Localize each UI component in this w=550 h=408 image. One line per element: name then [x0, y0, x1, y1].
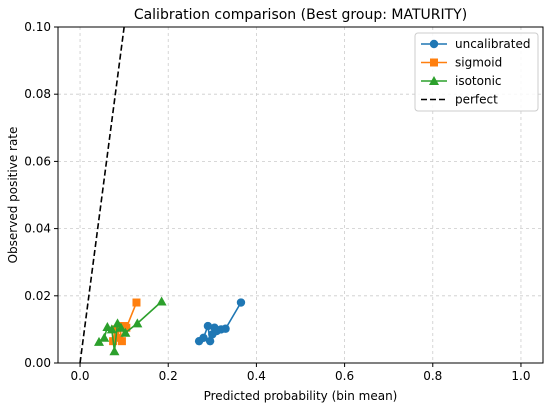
data-point-sigmoid: [113, 333, 122, 342]
data-point-isotonic: [156, 296, 167, 306]
y-tick-label: 0.04: [24, 222, 51, 236]
y-tick-label: 0.02: [24, 289, 51, 303]
data-point-sigmoid: [122, 323, 131, 332]
legend-item-uncalibrated: uncalibrated: [421, 37, 530, 51]
legend-label: perfect: [455, 93, 498, 107]
series-isotonic: [94, 296, 167, 356]
data-point-isotonic: [116, 322, 127, 332]
data-point-sigmoid: [117, 337, 126, 346]
data-point-sigmoid: [111, 325, 120, 334]
x-axis-title: Predicted probability (bin mean): [204, 389, 398, 403]
y-tick-label: 0.06: [24, 154, 51, 168]
data-point-isotonic: [99, 332, 110, 342]
x-tick-label: 0.2: [159, 369, 178, 383]
x-tick-label: 1.0: [511, 369, 530, 383]
x-tick-label: 0.8: [423, 369, 442, 383]
data-point-isotonic: [94, 336, 105, 346]
legend: uncalibrated sigmoid isotonic perfect: [414, 32, 539, 112]
y-axis-title: Observed positive rate: [6, 127, 20, 264]
legend-box: [414, 32, 539, 112]
data-point-uncalibrated: [203, 321, 213, 331]
axes-frame: [57, 26, 544, 364]
series-line-perfect: [79, 27, 125, 363]
legend-marker: [429, 76, 439, 85]
legend-marker: [430, 58, 438, 67]
y-tick-label: 0.10: [24, 20, 51, 34]
data-point-isotonic: [109, 346, 120, 356]
series-uncalibrated: [194, 298, 246, 346]
ticks: 0.0 0.2 0.4 0.6 0.8 1.0 0.00 0.02 0.04 0.06 0.08 0.…: [24, 20, 530, 383]
data-point-isotonic: [106, 324, 117, 334]
data-point-sigmoid: [132, 298, 141, 307]
legend-marker: [429, 39, 439, 49]
data-point-isotonic: [120, 327, 131, 337]
legend-label: isotonic: [455, 74, 502, 88]
x-tick-label: 0.4: [247, 369, 266, 383]
chart-title: Calibration comparison (Best group: MATU…: [134, 7, 467, 23]
data-point-uncalibrated: [205, 336, 215, 346]
data-point-uncalibrated: [199, 333, 208, 342]
data-point-uncalibrated: [236, 298, 246, 307]
y-tick-label: 0.08: [24, 87, 51, 101]
series-line-isotonic: [98, 300, 163, 352]
plot-area: [79, 27, 246, 363]
data-point-uncalibrated: [221, 324, 230, 333]
data-point-isotonic: [132, 318, 143, 328]
legend-label: uncalibrated: [455, 37, 530, 51]
legend-label: sigmoid: [455, 56, 502, 70]
legend-item-perfect: perfect: [421, 93, 498, 107]
x-tick-label: 0.0: [70, 369, 89, 383]
legend-item-isotonic: isotonic: [421, 74, 502, 88]
legend-item-sigmoid: sigmoid: [421, 56, 502, 70]
y-tick-label: 0.00: [24, 356, 51, 370]
series-perfect: [79, 27, 125, 363]
x-tick-label: 0.6: [335, 369, 354, 383]
